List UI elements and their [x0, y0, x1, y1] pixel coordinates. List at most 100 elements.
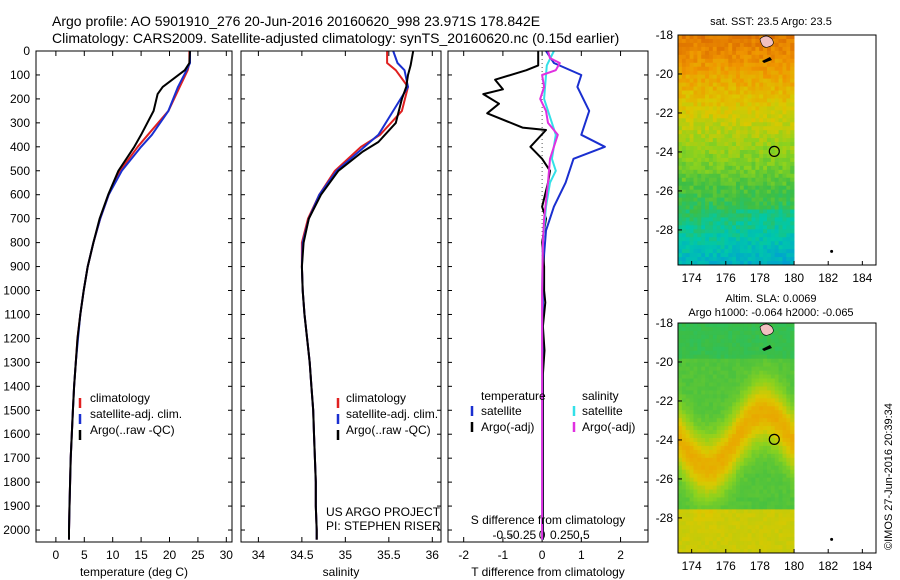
map-cell — [724, 70, 729, 76]
map-cell — [766, 402, 772, 407]
map-cell — [685, 38, 691, 44]
map-cell — [708, 362, 714, 368]
map-cell — [766, 110, 772, 115]
map-cell — [716, 529, 721, 534]
map-cell — [728, 249, 733, 254]
map-cell — [759, 165, 764, 171]
map-cell — [743, 378, 749, 383]
map-cell — [763, 233, 768, 238]
map-cell — [755, 46, 760, 52]
map-cell — [770, 106, 776, 111]
map-cell — [724, 529, 729, 534]
map-cell — [693, 225, 698, 230]
map-cell — [720, 229, 725, 234]
map-cell — [774, 74, 779, 80]
map-cell — [697, 173, 702, 179]
map-cell — [720, 398, 725, 403]
map-cell — [701, 465, 706, 471]
map-cell — [774, 501, 779, 506]
map-cell — [739, 217, 745, 222]
map-cell — [678, 213, 683, 218]
map-cell — [751, 323, 756, 328]
map-cell — [732, 217, 737, 222]
map-cell — [770, 253, 776, 258]
map-cell — [759, 90, 764, 95]
map-cell — [774, 213, 779, 218]
map-cell — [697, 233, 702, 238]
map-cell — [724, 509, 729, 514]
map-cell — [728, 497, 733, 502]
map-cell — [790, 229, 795, 234]
map-cell — [743, 473, 749, 479]
map-cell — [681, 253, 687, 258]
map-cell — [678, 185, 683, 191]
map-cell — [751, 465, 756, 471]
map-cell — [720, 457, 725, 463]
map-cell — [689, 122, 694, 127]
map-cell — [755, 338, 760, 344]
map-cell — [755, 485, 760, 490]
map-cell — [697, 438, 702, 443]
map-cell — [774, 130, 779, 135]
map-cell — [770, 78, 776, 83]
map-cell — [701, 334, 706, 340]
map-cell — [678, 390, 683, 395]
map-cell — [778, 66, 783, 72]
map-cell — [739, 513, 745, 518]
map-cell — [782, 346, 787, 352]
map-cell — [697, 197, 702, 202]
map-cell — [763, 221, 768, 226]
map-cell — [716, 410, 721, 415]
map-cell — [790, 477, 795, 483]
map-cell — [705, 481, 710, 486]
map-cell — [739, 38, 745, 44]
map-cell — [786, 549, 791, 554]
map-cell — [689, 82, 694, 87]
map-cell — [747, 426, 752, 431]
map-cell — [732, 529, 737, 534]
map-cell — [770, 414, 776, 419]
map-cell — [681, 130, 687, 135]
map-cell — [766, 181, 772, 187]
map-cell — [705, 517, 710, 522]
map-cell — [770, 402, 776, 407]
map-cell — [724, 126, 729, 131]
map-cell — [786, 449, 791, 455]
map-cell — [743, 173, 749, 179]
map-cell — [770, 517, 776, 522]
map-cell — [763, 382, 768, 387]
map-cell — [778, 50, 783, 56]
map-cell — [747, 102, 752, 107]
map-cell — [736, 541, 741, 546]
map-cell — [681, 326, 687, 332]
map-cell — [763, 118, 768, 123]
map-cell — [681, 209, 687, 214]
map-cell — [693, 189, 698, 195]
map-cell — [685, 46, 691, 52]
map-cell — [705, 406, 710, 411]
map-cell — [708, 213, 714, 218]
map-cell — [685, 334, 691, 340]
map-cell — [770, 350, 776, 356]
map-cell — [743, 545, 749, 550]
map-cell — [678, 505, 683, 510]
map-cell — [755, 106, 760, 111]
map-cell — [774, 422, 779, 427]
map-cell — [743, 66, 749, 72]
map-cell — [770, 70, 776, 76]
map-cell — [685, 134, 691, 139]
map-cell — [786, 257, 791, 262]
map-cell — [743, 110, 749, 115]
map-cell — [724, 134, 729, 139]
map-cell — [770, 477, 776, 483]
map-cell — [681, 46, 687, 52]
map-cell — [712, 505, 718, 510]
map-cell — [770, 110, 776, 115]
map-cell — [701, 245, 706, 250]
map-cell — [693, 70, 698, 76]
map-cell — [724, 130, 729, 135]
map-cell — [716, 197, 721, 202]
map-cell — [693, 493, 698, 498]
lat-tick-label: -18 — [656, 316, 674, 330]
map-cell — [701, 134, 706, 139]
